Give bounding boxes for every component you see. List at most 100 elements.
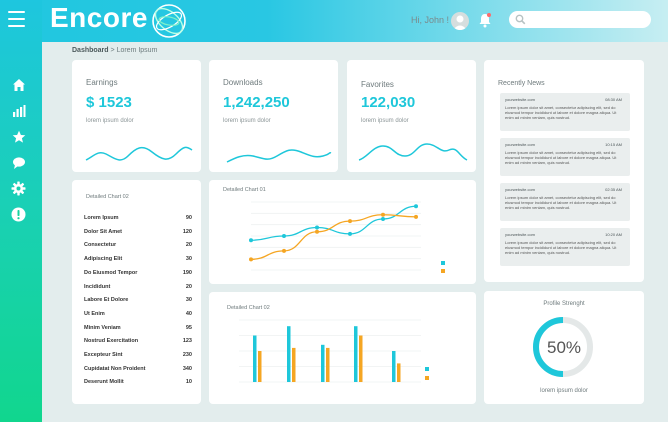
list-item-value: 120 [182,228,192,235]
legend-swatch [425,367,429,371]
profile-percent: 50% [546,338,582,357]
list-item: Ut Enim 40 [84,311,192,317]
list-item-value: 20 [185,242,192,249]
search-icon [515,14,526,25]
news-source: yourwebsite.com [505,232,536,237]
breadcrumb-current: Lorem Ipsum [116,47,158,54]
news-item[interactable]: yourwebsite.com 10:20 AM Lorem ipsum dol… [500,228,630,266]
sidebar-item-messages[interactable] [10,154,27,171]
bar-chart [239,319,429,383]
list-item-value: 10 [185,379,192,386]
list-item: Consectetur 20 [84,242,192,248]
detailed-list-card: Detailed Chart 02 Lorem Ipsum 90 Dolor Sit… [72,180,201,404]
sidebar-item-stats[interactable] [10,102,27,119]
earnings-sparkline [85,146,193,161]
data-point [348,219,352,224]
greeting-text: Hi, John ! [411,15,450,25]
list-item: Cupidatat Non Proident 340 [84,366,192,372]
home-icon [12,78,25,91]
data-point [315,229,319,234]
profile-subtext: lorem ipsum dolor [540,388,588,394]
list-item-value: 95 [185,324,192,331]
stat-subtext: lorem ipsum dolor [86,118,134,124]
favorites-sparkline [358,143,468,161]
star-icon [12,130,25,143]
bar [392,351,396,382]
sidebar-item-settings[interactable] [10,180,27,197]
legend-swatch [425,376,429,380]
sidebar-item-favorites[interactable] [10,128,27,145]
profile-strength-card: Profile Strenght 50% lorem ipsum dolor [484,291,644,404]
list-item-label: Cupidatat Non Proident [84,365,146,372]
news-card: Recently News yourwebsite.com 08:30 AM L… [484,60,644,282]
list-item: Dolor Sit Amet 120 [84,229,192,235]
news-time: 10:20 AM [605,232,622,237]
list-item: Do Eiusmod Tempor 190 [84,270,192,276]
bar [321,344,325,382]
breadcrumb-root[interactable]: Dashboard [72,47,109,54]
bar-chart-card: Detailed Chart 02 [209,292,476,404]
list-item: Lorem Ipsum 90 [84,215,192,221]
line-chart-card: Detailed Chart 01 [209,180,476,284]
list-item: Deserunt Mollit 10 [84,379,192,385]
list-item: Nostrud Exercitation 123 [84,338,192,344]
list-item-label: Deserunt Mollit [84,379,124,386]
chat-bubble-icon [12,156,25,169]
bar [287,326,291,382]
avatar[interactable] [451,12,469,30]
news-time: 10:15 AM [605,142,622,147]
menu-icon[interactable] [8,11,25,27]
series-line [250,214,417,261]
data-point [414,204,418,209]
data-point [282,248,286,253]
news-time: 08:30 AM [605,97,622,102]
sidebar-item-alerts[interactable] [10,206,27,223]
list-item-label: Nostrud Exercitation [84,338,139,345]
bar-chart-icon [12,104,25,117]
list-item-value: 20 [185,283,192,290]
list-title: Detailed Chart 02 [86,194,129,200]
list-item-label: Lorem Ipsum [84,215,119,221]
list-item-label: Incididunt [84,283,111,290]
list-item-label: Consectetur [84,242,117,249]
bell-icon[interactable] [478,12,492,28]
profile-title: Profile Strenght [543,301,585,307]
line-chart [249,201,445,273]
bar [326,347,330,382]
series-line [250,205,417,241]
bar [253,335,257,382]
news-item[interactable]: yourwebsite.com 02:35 AM Lorem ipsum dol… [500,183,630,221]
data-point [381,212,385,217]
legend-swatch [441,269,445,273]
news-text: Lorem ipsum dolor sit amet, consectetur … [505,195,617,210]
list-item-label: Adipiscing Elit [84,256,123,263]
gear-icon [11,181,26,196]
stat-subtext: lorem ipsum dolor [361,118,409,124]
list-item-label: Labore Et Dolore [84,297,129,304]
list-item: Labore Et Dolore 30 [84,297,192,303]
search-input[interactable] [509,11,651,28]
stat-label: Earnings [86,78,118,87]
list-item: Incididunt 20 [84,284,192,290]
bar [258,351,262,382]
list-item: Minim Veniam 95 [84,325,192,331]
news-item[interactable]: yourwebsite.com 10:15 AM Lorem ipsum dol… [500,138,630,176]
bar [292,347,296,382]
breadcrumb-separator: > [110,47,115,54]
data-point [414,214,418,219]
bar [397,363,401,382]
sidebar-item-home[interactable] [10,76,27,93]
stat-value: 122,030 [361,94,416,111]
list-item-value: 40 [185,310,192,317]
data-point [282,234,286,238]
chart-title: Detailed Chart 01 [223,187,266,193]
list-item-label: Do Eiusmod Tempor [84,269,138,276]
app-logo-text: Encore [50,2,148,33]
data-point [249,257,253,262]
list-item-value: 90 [185,215,192,221]
stat-label: Downloads [223,78,263,87]
breadcrumb: Dashboard > Lorem Ipsum [72,47,157,54]
news-item[interactable]: yourwebsite.com 08:30 AM Lorem ipsum dol… [500,93,630,131]
list-item-value: 30 [185,256,192,263]
news-text: Lorem ipsum dolor sit amet, consectetur … [505,105,617,120]
